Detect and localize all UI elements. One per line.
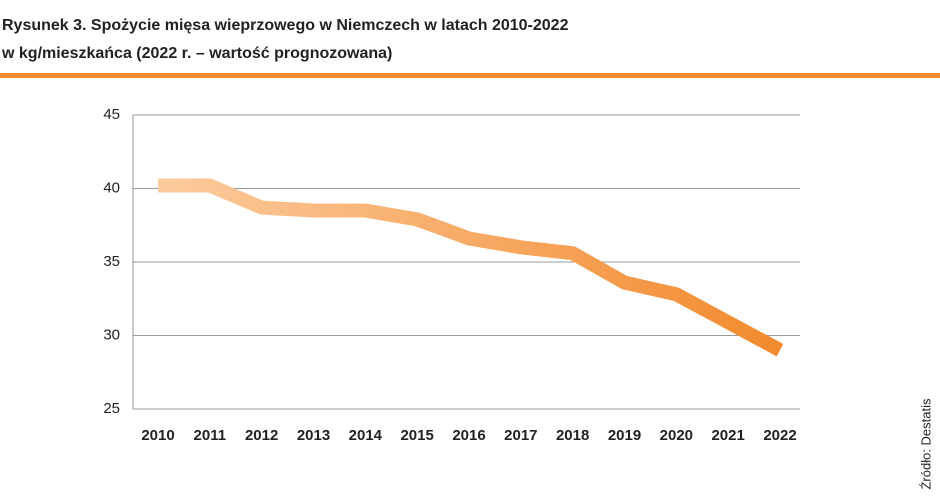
x-tick-label: 2017 [504,427,537,444]
x-tick-label: 2010 [141,427,174,444]
x-tick-label: 2015 [400,427,433,444]
x-tick-label: 2019 [608,427,641,444]
line [158,178,784,357]
source: Źródło: Destatis [918,398,933,490]
y-tick-label: 25 [103,400,120,417]
x-tick-label: 2014 [349,427,383,444]
x-tick-label: 2012 [245,427,278,444]
x-tick-label: 2020 [660,427,693,444]
x-tick-label: 2013 [297,427,330,444]
y-tick-label: 45 [103,106,120,123]
y-tick-label: 30 [103,326,120,343]
rule [0,73,940,78]
x-tick-label: 2018 [556,427,589,444]
x-tick-label: 2021 [711,427,744,444]
chart-subtitle: w kg/mieszkańca (2022 r. – wartość progn… [1,45,392,62]
x-tick-label: 2016 [452,427,485,444]
y-tick-label: 35 [103,253,120,270]
chart-title: Rysunek 3. Spożycie mięsa wieprzowego w … [2,17,569,34]
y-tick-label: 40 [103,179,120,196]
x-tick-label: 2022 [763,427,796,444]
x-tick-label: 2011 [194,427,227,444]
